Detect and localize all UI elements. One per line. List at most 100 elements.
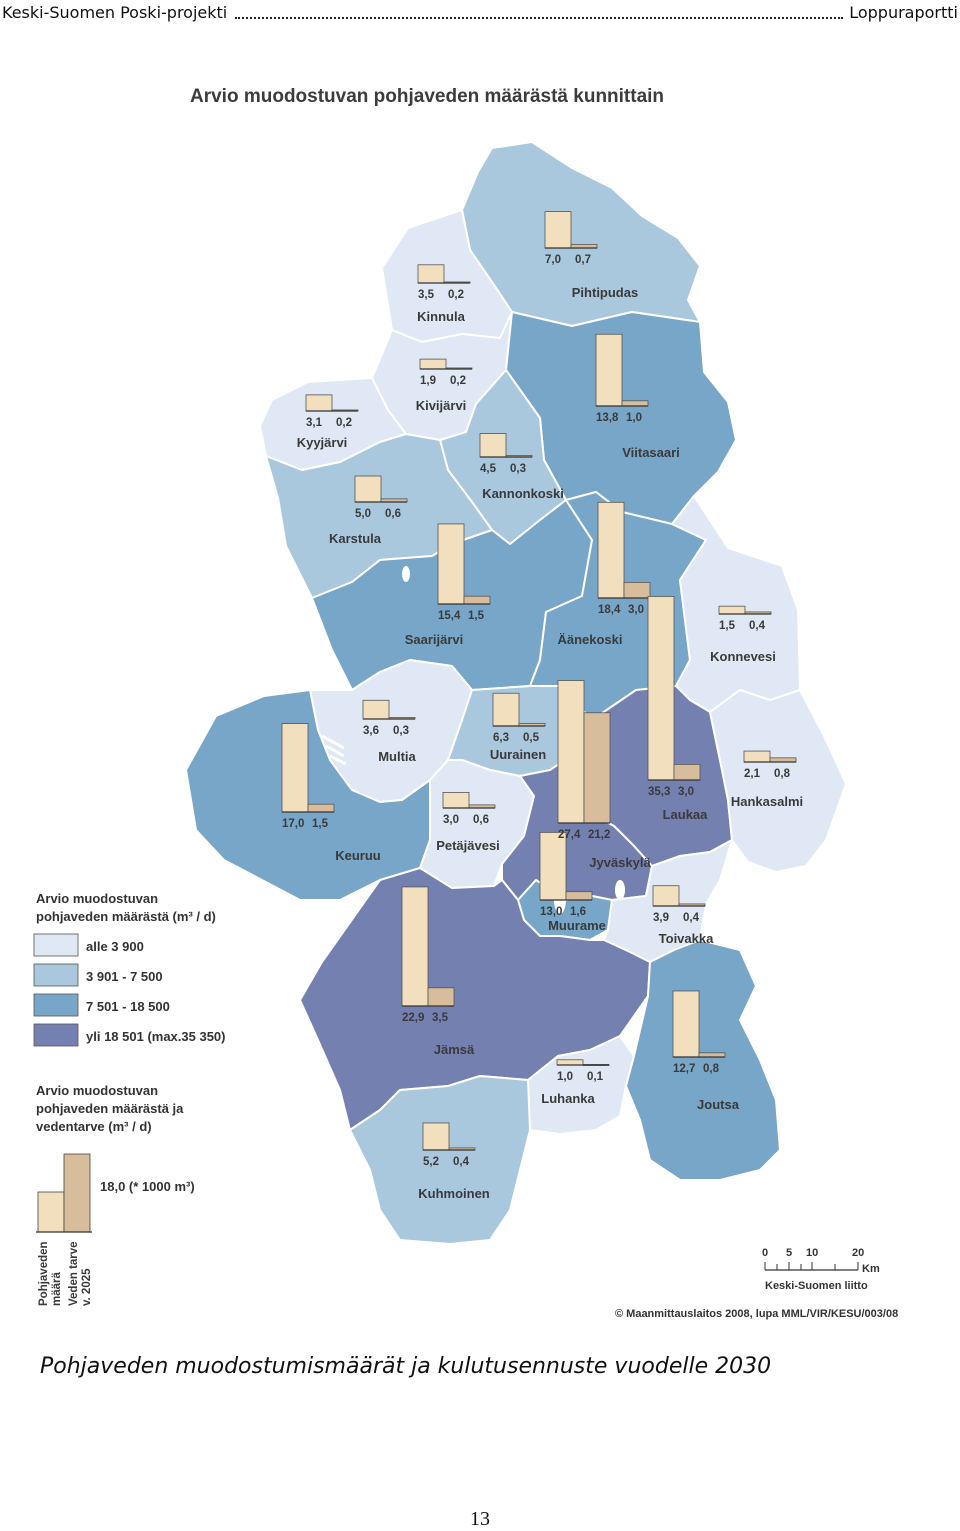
bar-pohjavesi-pihtipudas (544, 211, 572, 249)
bar-vedentarve-joutsa (698, 1052, 726, 1058)
value-vedentarve-saarijarvi: 1,5 (468, 610, 485, 622)
legend-swatch-class3 (33, 993, 79, 1017)
region-kuhmoinen (349, 1075, 531, 1245)
value-pohjavesi-saarijarvi: 15,4 (438, 610, 461, 622)
map-title: Arvio muodostuvan pohjaveden määrästä ku… (190, 86, 665, 107)
value-vedentarve-kannonkoski: 0,3 (510, 463, 526, 475)
value-vedentarve-uurainen: 0,5 (523, 732, 540, 744)
value-pohjavesi-kinnula: 3,5 (418, 289, 435, 301)
municipality-name-pihtipudas: Pihtipudas (572, 285, 638, 300)
value-pohjavesi-jamsa: 22,9 (402, 1012, 424, 1024)
municipality-name-karstula: Karstula (329, 531, 382, 546)
bar-pohjavesi-petajavesi (442, 792, 470, 809)
legend-bar-sample: Arvio muodostuvan pohjaveden määrästä ja… (36, 1083, 195, 1306)
region-hankasalmi (709, 689, 847, 873)
municipality-name-jamsa: Jämsä (434, 1042, 475, 1057)
scale-unit: Km (862, 1263, 880, 1275)
value-pohjavesi-kyyjarvi: 3,1 (306, 417, 323, 429)
value-pohjavesi-pihtipudas: 7,0 (545, 254, 561, 266)
value-pohjavesi-laukaa: 35,3 (648, 786, 670, 798)
legend-label-class4: yli 18 501 (max.35 350) (86, 1029, 226, 1044)
value-vedentarve-viitasaari: 1,0 (626, 412, 642, 424)
lake-shape (321, 734, 347, 766)
value-vedentarve-luhanka: 0,1 (587, 1071, 604, 1083)
value-pohjavesi-joutsa: 12,7 (673, 1063, 695, 1075)
value-vedentarve-toivakka: 0,4 (683, 912, 700, 924)
legend2-bar2-label-line2: v. 2025 (81, 1268, 93, 1306)
municipality-map: 7,0 0,7 Pihtipudas 3,5 0,2 Kinnula 1,9 0,2 Kivij… (33, 141, 898, 1320)
scale-tick-20: 20 (852, 1247, 864, 1259)
value-vedentarve-karstula: 0,6 (385, 508, 401, 520)
municipality-name-muurame: Muurame (548, 918, 606, 933)
bar-pohjavesi-joutsa (672, 990, 700, 1058)
value-pohjavesi-kuhmoinen: 5,2 (423, 1156, 439, 1168)
legend2-sample-value: 18,0 (* 1000 m³) (100, 1179, 195, 1194)
bar-pohjavesi-konnevesi (718, 605, 746, 615)
region-layer (185, 141, 847, 1245)
municipality-name-saarijarvi: Saarijärvi (405, 632, 464, 647)
bar-vedentarve-jamsa (427, 987, 455, 1007)
value-vedentarve-joutsa: 0,8 (703, 1063, 720, 1075)
bar-pohjavesi-saarijarvi (437, 523, 465, 605)
header-project-name: Keski-Suomen Poski-projekti (2, 3, 228, 22)
legend2-title-line3: vedentarve (m³ / d) (36, 1119, 152, 1134)
legend2-bar2-label-line1: Veden tarve (68, 1241, 80, 1306)
value-vedentarve-kivijarvi: 0,2 (450, 375, 466, 387)
value-pohjavesi-kannonkoski: 4,5 (480, 463, 497, 475)
bar-vedentarve-jyvaskyla (583, 712, 611, 824)
header-report-type: Loppuraportti (849, 3, 958, 22)
legend2-bar1-label-line1: Pohjaveden (38, 1241, 50, 1306)
scale-tick-5: 5 (786, 1247, 792, 1259)
legend-swatch-class1 (33, 933, 79, 957)
municipality-name-luhanka: Luhanka (541, 1091, 595, 1106)
legend-swatch-class4 (33, 1023, 79, 1047)
municipality-name-keuruu: Keuruu (335, 848, 381, 863)
municipality-name-kuhmoinen: Kuhmoinen (418, 1186, 490, 1201)
bar-pohjavesi-karstula (354, 475, 382, 503)
bar-pohjavesi-uurainen (492, 692, 520, 727)
value-pohjavesi-aanekoski: 18,4 (598, 604, 621, 616)
municipality-name-toivakka: Toivakka (659, 931, 714, 946)
value-pohjavesi-keuruu: 17,0 (282, 818, 304, 830)
value-vedentarve-kyyjarvi: 0,2 (336, 417, 352, 429)
bar-vedentarve-viitasaari (621, 400, 649, 407)
value-vedentarve-muurame: 1,6 (570, 906, 586, 918)
legend1-title-line2: pohjaveden määrästä (m³ / d) (36, 909, 216, 924)
bar-vedentarve-muurame (565, 891, 593, 901)
page-number: 13 (470, 1508, 490, 1530)
legend2-bar1-label-line2: määrä (51, 1272, 63, 1306)
bar-vedentarve-keuruu (307, 803, 335, 813)
legend1-title-line1: Arvio muodostuvan (36, 891, 158, 906)
municipality-name-laukaa: Laukaa (663, 807, 709, 822)
value-vedentarve-kinnula: 0,2 (448, 289, 464, 301)
bar-layer (281, 211, 797, 1151)
municipality-name-jyvaskyla: Jyväskylä (589, 855, 651, 870)
legend2-title-line1: Arvio muodostuvan (36, 1083, 158, 1098)
value-vedentarve-hankasalmi: 0,8 (774, 768, 791, 780)
value-pohjavesi-kivijarvi: 1,9 (420, 375, 436, 387)
legend-sample-bar-vedentarve (63, 1153, 91, 1233)
scale-tick-10: 10 (806, 1247, 818, 1259)
bar-pohjavesi-jyvaskyla (557, 680, 585, 824)
value-vedentarve-aanekoski: 3,0 (628, 604, 644, 616)
value-vedentarve-laukaa: 3,0 (678, 786, 694, 798)
bar-pohjavesi-kinnula (417, 264, 445, 284)
bar-vedentarve-saarijarvi (463, 595, 491, 605)
bar-vedentarve-aanekoski (623, 582, 651, 599)
bar-pohjavesi-luhanka (556, 1059, 584, 1066)
legend-color-classes: Arvio muodostuvan pohjaveden määrästä (m… (33, 891, 226, 1047)
municipality-name-viitasaari: Viitasaari (622, 445, 680, 460)
page-header: Keski-Suomen Poski-projekti Loppuraportt… (0, 0, 960, 28)
municipality-name-kyyjarvi: Kyyjärvi (297, 435, 348, 450)
value-pohjavesi-petajavesi: 3,0 (443, 814, 459, 826)
value-pohjavesi-jyvaskyla: 27,4 (558, 829, 581, 841)
municipality-name-kivijarvi: Kivijärvi (416, 398, 467, 413)
value-vedentarve-kuhmoinen: 0,4 (453, 1156, 470, 1168)
value-vedentarve-jamsa: 3,5 (432, 1012, 449, 1024)
legend-label-class2: 3 901 - 7 500 (86, 969, 163, 984)
municipality-name-petajavesi: Petäjävesi (436, 838, 500, 853)
header-dot-leader (235, 17, 843, 19)
legend-label-class3: 7 501 - 18 500 (86, 999, 170, 1014)
map-copyright: © Maanmittauslaitos 2008, lupa MML/VIR/K… (615, 1308, 898, 1320)
value-pohjavesi-karstula: 5,0 (355, 508, 371, 520)
